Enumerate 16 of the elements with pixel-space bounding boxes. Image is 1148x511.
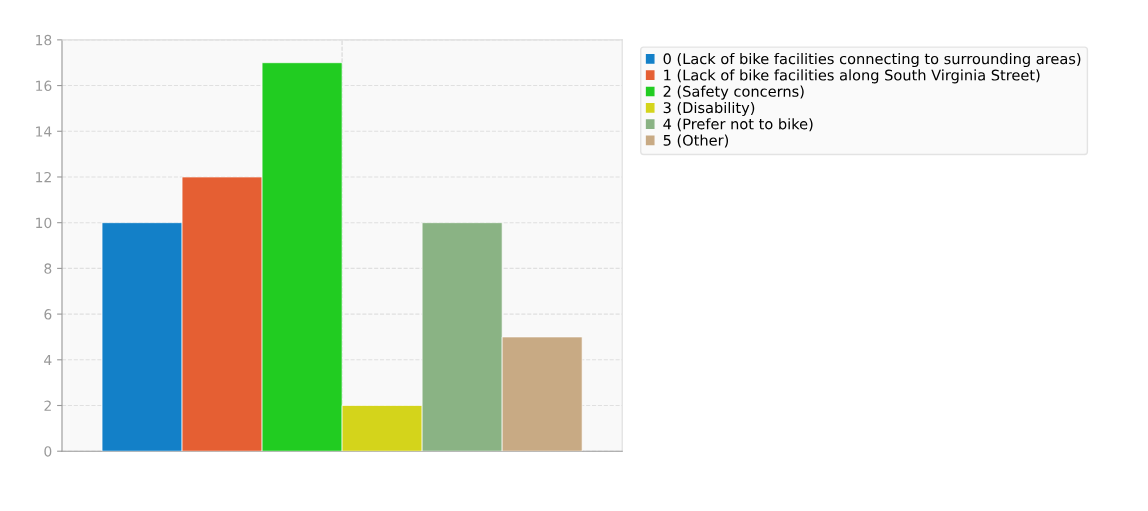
- y-tick-label: 18: [36, 34, 52, 46]
- y-tick-label: 16: [36, 80, 52, 92]
- y-tick-label: 12: [36, 171, 51, 183]
- y-tick-label: 10: [36, 217, 52, 229]
- y-tick-label: 14: [36, 126, 52, 137]
- legend-label: 5 (Other): [663, 134, 729, 148]
- legend-label: 4 (Prefer not to bike): [663, 118, 813, 132]
- legend-label: 1 (Lack of bike facilities along South Virginia Street): [664, 69, 1040, 84]
- y-tick-label: 8: [44, 263, 52, 274]
- y-tick-label: 2: [44, 400, 51, 411]
- legend-label: 0 (Lack of bike facilities connecting to surrounding areas): [663, 52, 1081, 68]
- y-tick-label: 6: [44, 309, 52, 320]
- y-tick-label: 0: [44, 446, 52, 457]
- y-tick-label: 4: [44, 354, 52, 366]
- legend-label: 3 (Disability): [663, 101, 755, 116]
- legend-label: 2 (Safety concerns): [663, 85, 804, 100]
